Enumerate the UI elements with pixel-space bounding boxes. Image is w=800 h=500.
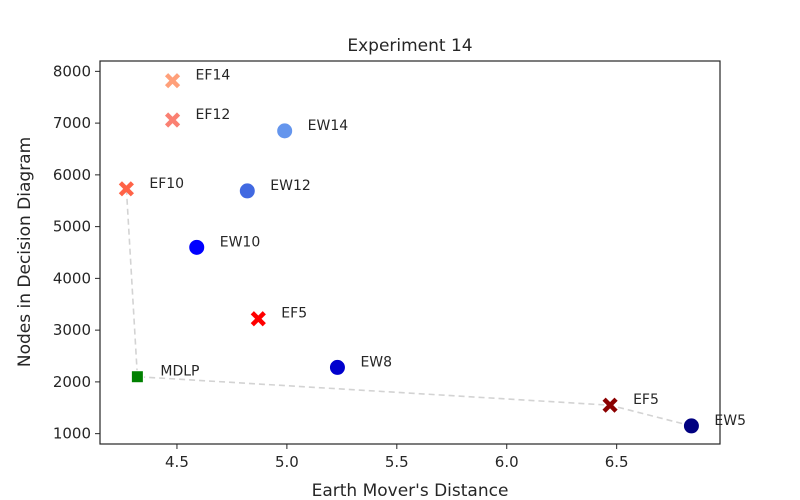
x-tick-label: 5.0: [275, 453, 299, 471]
y-tick-label: 8000: [53, 62, 91, 80]
point-label: EW8: [360, 354, 392, 370]
point-label: EF12: [196, 107, 231, 123]
x-axis-ticks: 4.5 5.0 5.5 6.0 6.5: [165, 444, 629, 471]
frontier-layer: [125, 188, 692, 427]
data-point: EF5: [250, 306, 307, 327]
x-tick-label: 6.0: [495, 453, 519, 471]
point-marker-x: [164, 73, 181, 89]
data-point: EW14: [276, 118, 349, 140]
point-label: MDLP: [160, 364, 199, 380]
x-tick-label: 5.5: [385, 453, 409, 471]
y-tick-label: 4000: [53, 269, 91, 287]
data-point: EF14: [164, 68, 231, 89]
point-marker-x: [602, 397, 618, 413]
y-tick-label: 3000: [53, 321, 91, 339]
points-layer: EF14 EF12 EW14 EW12 EF10 EW10 EF5 EW8 MDLP EF5 EW5: [118, 68, 746, 435]
point-marker-square: [130, 370, 144, 384]
point-label: EF10: [149, 176, 184, 192]
x-tick-label: 6.5: [605, 453, 629, 471]
x-axis-label: Earth Mover's Distance: [312, 481, 509, 500]
y-tick-label: 6000: [53, 166, 91, 184]
data-point: EF10: [118, 176, 184, 197]
y-tick-label: 7000: [53, 114, 91, 132]
plot-frame: [99, 60, 721, 445]
point-marker-circle: [682, 417, 700, 435]
point-label: EW14: [308, 118, 349, 134]
point-marker-circle: [188, 238, 206, 256]
y-tick-label: 5000: [53, 218, 91, 236]
data-point: MDLP: [130, 364, 199, 384]
data-point: EW5: [682, 413, 746, 435]
point-marker-x: [164, 112, 181, 128]
point-marker-circle: [276, 122, 294, 140]
point-marker-circle: [328, 358, 346, 376]
point-label: EW12: [270, 178, 311, 194]
point-label: EF5: [281, 306, 307, 322]
point-label: EF5: [633, 392, 659, 408]
point-marker-x: [118, 181, 134, 197]
y-axis-ticks: 1000 2000 3000 4000 5000 6000 7000 8000: [53, 62, 100, 443]
point-label: EW10: [220, 234, 261, 250]
y-tick-label: 1000: [53, 425, 91, 443]
data-point: EF5: [602, 392, 659, 413]
data-point: EW12: [238, 178, 311, 200]
point-marker-circle: [238, 182, 256, 200]
y-axis-label: Nodes in Decision Diagram: [15, 137, 35, 367]
data-point: EW10: [188, 234, 261, 256]
data-point: EW8: [328, 354, 392, 376]
data-point: EF12: [164, 107, 231, 128]
point-label: EF14: [196, 68, 231, 84]
y-tick-label: 2000: [53, 373, 91, 391]
chart-title: Experiment 14: [347, 36, 472, 56]
frontier-line: [125, 188, 692, 427]
point-label: EW5: [714, 413, 746, 429]
point-marker-x: [250, 311, 266, 327]
x-tick-label: 4.5: [165, 453, 189, 471]
